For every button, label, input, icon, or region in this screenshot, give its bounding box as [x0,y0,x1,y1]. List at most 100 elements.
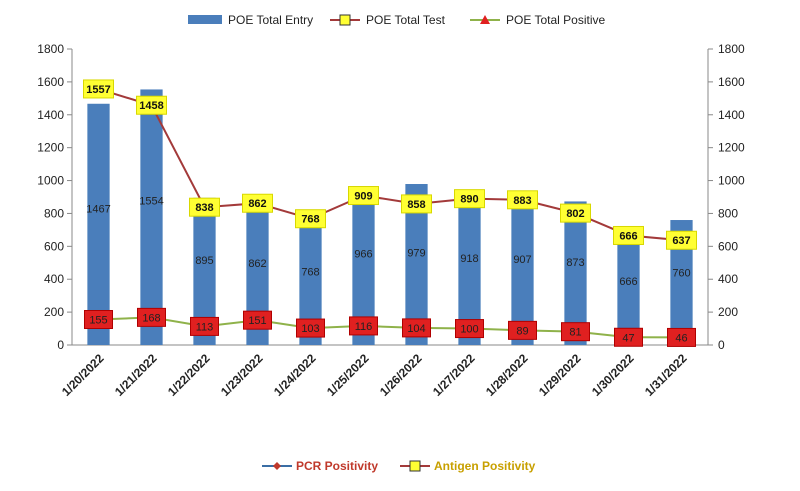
test-value-box [348,186,379,206]
y-tick-label: 1400 [37,108,64,122]
positive-line [98,316,682,339]
bar [352,186,375,345]
test-value-label: 858 [407,199,425,211]
test-value-box [136,95,167,115]
test-line [98,88,682,242]
test-value-label: 862 [248,198,266,210]
x-tick-label: 1/30/2022 [589,351,637,399]
y2-tick-label: 400 [718,272,738,286]
positive-value-label: 168 [142,312,160,324]
positive-value-box [243,310,272,330]
positive-value-label: 155 [89,315,107,327]
bar [511,195,534,345]
bar-value-label: 1554 [139,195,163,207]
legend2-label: PCR Positivity [296,459,378,473]
y-axis-left: 0 200 400 600 800 1000 1200 1400 1600 1800 [37,42,73,352]
y-tick-label: 400 [44,272,64,286]
bar-value-label: 666 [619,276,637,288]
bar [617,235,640,345]
test-value-box [295,209,326,229]
y2-tick-label: 1400 [718,108,745,122]
positive-value-label: 103 [301,323,319,335]
x-tick-label: 1/28/2022 [483,351,531,399]
legend2-label: Antigen Positivity [434,459,536,473]
bar-value-label: 1467 [86,203,110,215]
x-tick-label: 1/22/2022 [165,351,213,399]
test-value-label: 768 [301,214,319,226]
bar-value-label: 918 [460,253,478,265]
legend-label: POE Total Positive [506,13,605,27]
positive-value-box [561,322,590,342]
bar [140,89,163,345]
x-tick-label: 1/21/2022 [112,351,160,399]
x-tick-label: 1/20/2022 [59,351,107,399]
x-tick-label: 1/27/2022 [430,351,478,399]
bar [193,197,216,345]
bar [670,220,693,345]
test-value-box [560,203,591,223]
positive-value-label: 116 [355,321,373,333]
y-axis-right: 0 200 400 600 800 1000 1200 1400 1600 1800 [707,42,745,352]
x-tick-label: 1/23/2022 [218,351,266,399]
x-tick-label: 1/31/2022 [642,351,690,399]
legend2-swatch-marker [273,462,281,470]
data-labels: 1467 1554 895 862 768 966 979 918 907 873 666 760 15… [83,79,697,347]
y2-tick-label: 1800 [718,42,745,56]
test-value-box [189,197,220,217]
legend-swatch-bar [188,15,222,24]
legend-swatch-marker [339,14,351,26]
y2-tick-label: 800 [718,206,738,220]
bar-value-label: 966 [354,249,372,261]
y-tick-label: 1800 [37,42,64,56]
y-tick-label: 800 [44,206,64,220]
y2-tick-label: 200 [718,305,738,319]
x-axis: 1/20/2022 1/21/2022 1/22/2022 1/23/2022 1/24… [59,344,708,399]
y2-tick-label: 0 [718,338,725,352]
test-value-label: 883 [513,195,531,207]
bar-value-label: 895 [195,255,213,267]
positive-value-box [296,318,325,338]
positive-value-box [190,316,219,336]
positive-value-box [508,320,537,340]
positive-value-label: 151 [248,315,266,327]
x-tick-label: 1/25/2022 [324,351,372,399]
positive-value-label: 46 [675,332,687,344]
y2-tick-label: 1200 [718,141,745,155]
test-value-box [507,190,538,210]
x-tick-label: 1/26/2022 [377,351,425,399]
positive-value-label: 81 [569,327,581,339]
bar-value-label: 862 [248,258,266,270]
y-tick-label: 0 [57,338,64,352]
test-value-box [83,79,114,99]
y2-tick-label: 1600 [718,75,745,89]
positive-value-box [402,318,431,338]
test-value-label: 838 [195,202,213,214]
y-tick-label: 1000 [37,174,64,188]
legend: POE Total Entry POE Total Test POE Total P… [188,13,605,27]
positive-value-box [137,307,166,327]
legend-label: POE Total Test [366,13,446,27]
test-value-label: 802 [566,208,584,220]
bar-value-label: 768 [301,267,319,279]
positive-value-box [84,310,113,330]
x-tick-label: 1/24/2022 [271,351,319,399]
positive-value-label: 100 [460,324,478,336]
test-value-label: 637 [672,235,690,247]
bar [405,184,428,345]
test-value-label: 1557 [86,84,110,96]
test-value-label: 909 [354,191,372,203]
positive-value-box [667,327,696,347]
test-value-box [242,193,273,213]
y2-tick-label: 1000 [718,174,745,188]
line-series [98,88,682,339]
positive-value-label: 89 [516,325,528,337]
y-tick-label: 200 [44,305,64,319]
bar-value-label: 907 [513,254,531,266]
bar [246,203,269,345]
bar [87,103,110,345]
y-tick-label: 1600 [37,75,64,89]
test-value-box [454,189,485,209]
bar [564,201,587,345]
bar-value-label: 873 [566,257,584,269]
test-value-label: 890 [460,194,478,206]
